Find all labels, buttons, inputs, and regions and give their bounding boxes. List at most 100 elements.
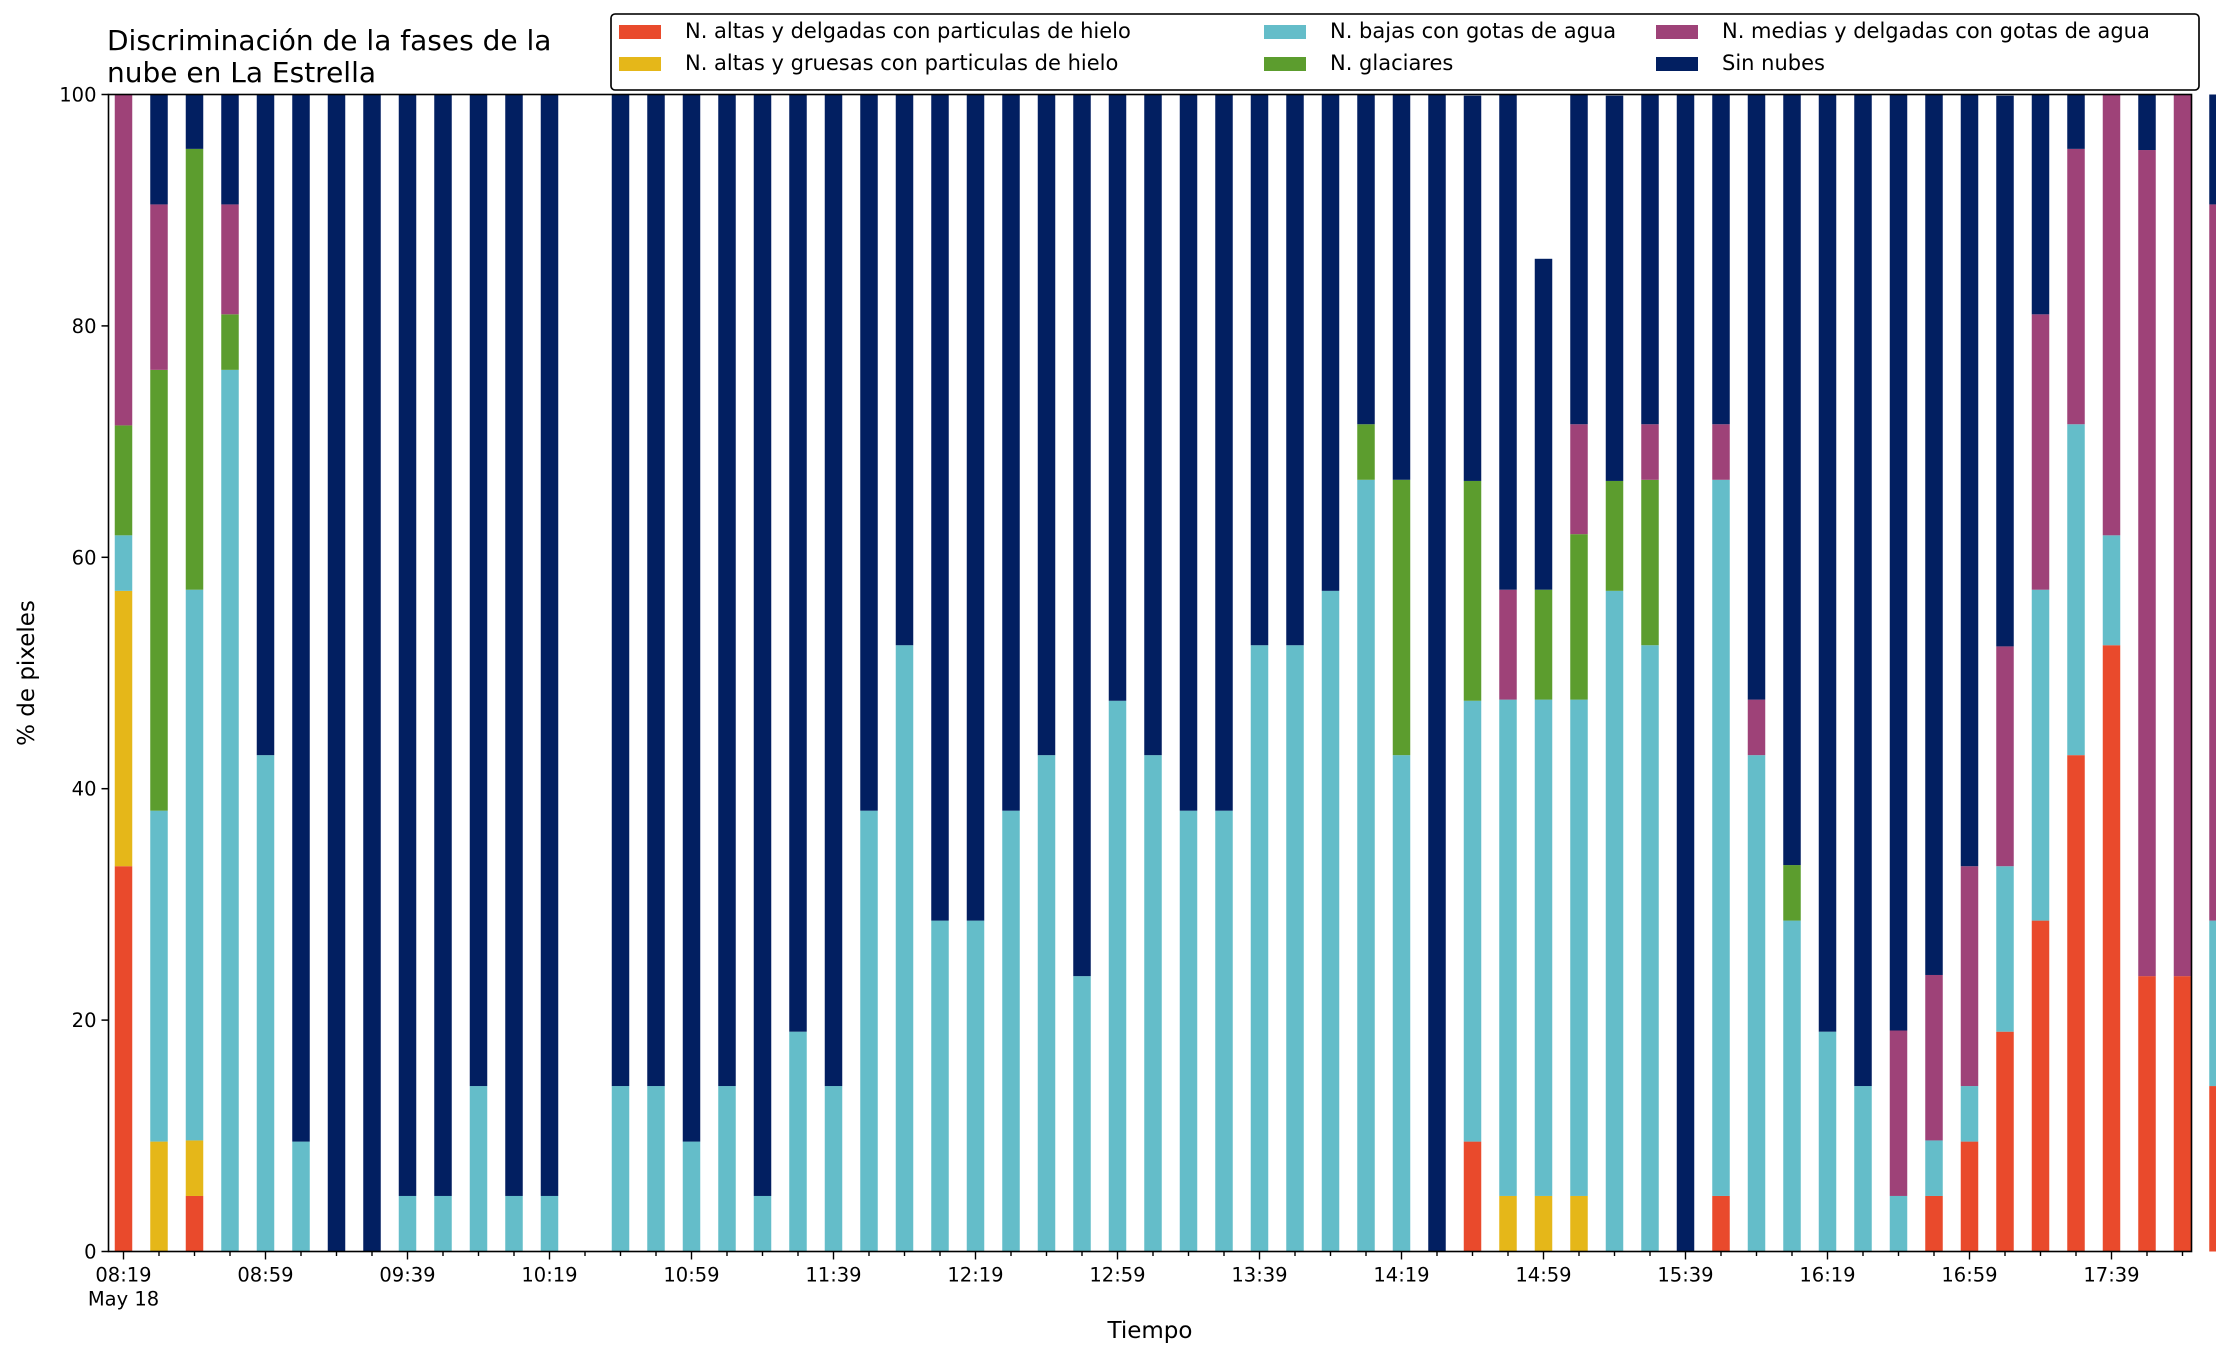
bar-segment-25-series-2 — [1002, 810, 1020, 1252]
bar-segment-42-series-5 — [1605, 95, 1624, 481]
legend-swatch-0 — [619, 25, 661, 39]
bar-segment-16-series-5 — [682, 94, 701, 1142]
bar-segment-35-series-5 — [1357, 94, 1375, 425]
bar-segment-8-series-5 — [398, 94, 417, 1196]
y-tick-label: 80 — [72, 315, 97, 338]
bar-segment-41-series-5 — [1570, 94, 1588, 425]
bar-segment-51-series-5 — [1925, 94, 1943, 975]
bar-segment-27-series-2 — [1073, 976, 1091, 1252]
bar-segment-55-series-2 — [2067, 424, 2085, 756]
bar-segment-40-series-1 — [1534, 1195, 1553, 1252]
x-tick-label: 14:19 — [1373, 1264, 1429, 1287]
bar-segment-59-series-2 — [2209, 920, 2216, 1087]
x-tick-label: 12:19 — [947, 1264, 1003, 1287]
bar-segment-2-series-1 — [185, 1140, 204, 1196]
x-tick-label: 15:39 — [1657, 1264, 1713, 1287]
bar-segment-9-series-5 — [434, 94, 452, 1196]
bar-segment-58-series-0 — [2173, 976, 2192, 1252]
bar-segment-46-series-2 — [1747, 755, 1766, 1252]
bar-segment-2-series-2 — [185, 589, 204, 1141]
bar-segment-35-series-3 — [1357, 424, 1375, 480]
bar-segment-40-series-2 — [1534, 699, 1553, 1196]
bar-segment-45-series-2 — [1712, 479, 1730, 1196]
x-tick-label: 10:59 — [663, 1264, 719, 1287]
x-tick-label: 16:19 — [1799, 1264, 1855, 1287]
bar-segment-1-series-4 — [150, 204, 168, 370]
x-axis: 08:19 08:59 09:39 10:19 10:59 11:39 12:19 12:59… — [88, 1251, 2184, 1311]
bar-segment-38-series-3 — [1463, 480, 1482, 701]
bar-segment-49-series-2 — [1854, 1086, 1872, 1252]
x-tick-label: 13:39 — [1231, 1264, 1287, 1287]
bar-segment-9-series-2 — [434, 1195, 452, 1252]
bar-segment-20-series-2 — [824, 1086, 843, 1252]
x-axis-label: Tiempo — [1107, 1318, 1193, 1344]
bar-segment-45-series-5 — [1712, 94, 1730, 425]
bar-segment-55-series-4 — [2067, 148, 2085, 425]
bar-segment-55-series-5 — [2067, 94, 2085, 149]
bar-segment-14-series-2 — [611, 1086, 630, 1252]
bar-segment-7-series-5 — [363, 94, 381, 1252]
bar-segment-30-series-2 — [1179, 810, 1198, 1252]
bar-segment-3-series-5 — [221, 94, 239, 205]
bar-segment-33-series-5 — [1286, 94, 1304, 646]
bar-segment-45-series-0 — [1712, 1195, 1730, 1252]
bar-segment-54-series-5 — [2031, 94, 2050, 315]
legend-swatch-3 — [1264, 57, 1306, 71]
bar-segment-47-series-3 — [1783, 865, 1801, 921]
bar-segment-19-series-5 — [789, 94, 807, 1032]
legend-label-5: Sin nubes — [1722, 51, 1825, 75]
bar-segment-40-series-3 — [1534, 589, 1553, 700]
bar-segment-12-series-2 — [540, 1195, 559, 1252]
bar-segment-57-series-0 — [2138, 976, 2156, 1252]
bar-segment-54-series-2 — [2031, 589, 2050, 921]
bar-segment-29-series-2 — [1144, 755, 1162, 1252]
bar-segment-43-series-2 — [1641, 645, 1659, 1252]
x-tick-label: 09:39 — [379, 1264, 435, 1287]
bar-segment-15-series-2 — [647, 1086, 665, 1252]
x-tick-label: 08:59 — [237, 1264, 293, 1287]
bar-segment-14-series-5 — [611, 94, 630, 1087]
bar-segment-5-series-5 — [292, 94, 310, 1142]
bar-segment-46-series-5 — [1747, 94, 1766, 700]
bar-segment-41-series-4 — [1570, 424, 1588, 535]
bar-segment-33-series-2 — [1286, 645, 1304, 1252]
bar-segment-59-series-5 — [2209, 94, 2216, 205]
bar-segment-36-series-5 — [1392, 94, 1411, 480]
bar-segment-26-series-5 — [1037, 94, 1056, 756]
y-axis-label: % de pixeles — [14, 600, 40, 746]
bar-segment-0-series-2 — [114, 535, 133, 591]
bar-segment-51-series-4 — [1925, 974, 1943, 1141]
legend-label-2: N. bajas con gotas de agua — [1330, 19, 1616, 43]
bar-segment-28-series-2 — [1108, 700, 1127, 1252]
bar-segment-41-series-2 — [1570, 699, 1588, 1196]
x-tick-label: 10:19 — [521, 1264, 577, 1287]
bar-segment-51-series-0 — [1925, 1195, 1943, 1252]
bar-segment-2-series-5 — [185, 94, 204, 149]
y-tick-label: 0 — [84, 1241, 96, 1264]
chart-title-line-2: nube en La Estrella — [107, 56, 376, 89]
bar-segment-34-series-2 — [1321, 590, 1340, 1252]
bar-segment-25-series-5 — [1002, 94, 1020, 811]
bar-segment-30-series-5 — [1179, 94, 1198, 811]
bar-segment-36-series-2 — [1392, 755, 1411, 1252]
bar-segment-55-series-0 — [2067, 755, 2085, 1252]
bar-segment-42-series-2 — [1605, 590, 1624, 1252]
bar-segment-56-series-0 — [2102, 645, 2121, 1252]
bar-segment-41-series-3 — [1570, 534, 1588, 700]
bar-segment-43-series-4 — [1641, 424, 1659, 480]
bar-segment-38-series-0 — [1463, 1141, 1482, 1252]
bar-segment-10-series-2 — [469, 1086, 488, 1252]
bar-segment-34-series-5 — [1321, 94, 1340, 591]
bar-segment-18-series-5 — [753, 94, 772, 1196]
bar-segment-8-series-2 — [398, 1195, 417, 1252]
bar-segment-36-series-3 — [1392, 479, 1411, 756]
bar-segment-48-series-5 — [1818, 94, 1837, 1032]
legend-swatch-1 — [619, 57, 661, 71]
bar-segment-23-series-5 — [931, 94, 949, 921]
bar-segment-0-series-4 — [114, 94, 133, 426]
bar-segment-15-series-5 — [647, 94, 665, 1087]
bar-segment-31-series-5 — [1215, 94, 1233, 811]
bar-segment-26-series-2 — [1037, 755, 1056, 1252]
bar-segment-32-series-2 — [1250, 645, 1269, 1252]
x-tick-label: 12:59 — [1089, 1264, 1145, 1287]
